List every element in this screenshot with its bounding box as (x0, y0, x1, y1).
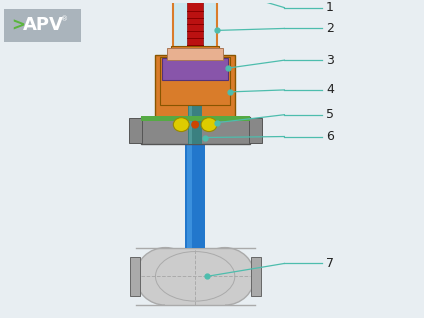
Bar (165, 248, 225, 305)
Ellipse shape (201, 118, 217, 132)
Bar (4, 9, 81, 42)
Ellipse shape (191, 121, 199, 128)
Ellipse shape (136, 248, 195, 305)
Bar (249, 118, 262, 143)
Bar (129, 118, 142, 143)
Ellipse shape (195, 248, 255, 305)
Bar (160, 57, 230, 105)
Text: APV: APV (23, 17, 64, 34)
Bar (185, 48, 205, 58)
Bar (171, 46, 219, 52)
Bar (156, 55, 235, 117)
Text: >: > (12, 17, 26, 34)
Bar (130, 257, 139, 296)
Text: 2: 2 (326, 22, 334, 35)
Text: ®: ® (61, 17, 68, 23)
Bar (187, 0, 203, 46)
Ellipse shape (173, 118, 189, 132)
Text: 1: 1 (326, 1, 334, 14)
Text: 5: 5 (326, 108, 334, 121)
Text: 6: 6 (326, 130, 334, 143)
Bar (189, 0, 192, 144)
Text: 7: 7 (326, 257, 334, 270)
Bar (188, 0, 202, 144)
Bar (185, 104, 205, 248)
Bar (141, 117, 250, 144)
Bar (173, 0, 217, 50)
Bar (162, 58, 228, 80)
Text: 3: 3 (326, 54, 334, 67)
Text: 4: 4 (326, 83, 334, 96)
Bar (141, 116, 250, 121)
Bar (167, 48, 223, 60)
Bar (187, 104, 192, 248)
Bar (251, 257, 261, 296)
